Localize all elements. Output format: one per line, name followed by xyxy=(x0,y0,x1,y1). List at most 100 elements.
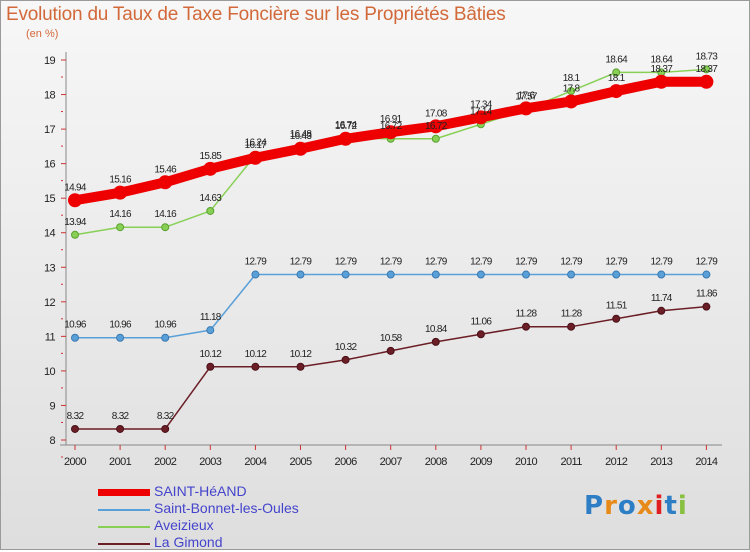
legend-swatch-saint-bonnet xyxy=(98,509,150,511)
data-label-saint-bonnet: 10.96 xyxy=(64,320,87,331)
proxiti-logo: Proxiti xyxy=(584,491,688,521)
logo-letter: i xyxy=(677,491,688,521)
data-point-saint-bonnet xyxy=(206,326,215,335)
data-point-saint-bonnet xyxy=(251,270,260,279)
data-point-saint-heand xyxy=(68,193,82,208)
data-label-aveizieux: 14.16 xyxy=(109,209,132,220)
data-point-la-gimond xyxy=(206,362,215,371)
y-tick-label: 14 xyxy=(44,228,56,240)
data-label-saint-heand: 16.17 xyxy=(245,140,268,151)
data-label-saint-bonnet: 11.18 xyxy=(200,312,222,323)
data-label-saint-bonnet: 12.79 xyxy=(515,257,538,268)
logo-letter: t xyxy=(664,491,678,521)
data-label-la-gimond: 10.32 xyxy=(335,342,358,353)
y-tick-label: 12 xyxy=(44,297,56,309)
x-tick-label: 2000 xyxy=(64,456,87,468)
x-tick-label: 2007 xyxy=(380,456,403,468)
data-label-la-gimond: 11.51 xyxy=(606,301,628,312)
data-label-la-gimond: 11.28 xyxy=(561,309,583,320)
data-label-la-gimond: 10.84 xyxy=(425,324,448,335)
y-tick-label: 9 xyxy=(49,400,55,412)
data-point-aveizieux xyxy=(206,206,215,215)
data-point-saint-bonnet xyxy=(567,270,576,279)
data-label-saint-bonnet: 12.79 xyxy=(290,257,313,268)
data-point-saint-heand xyxy=(158,175,173,190)
data-label-saint-heand: 17.34 xyxy=(470,99,493,110)
data-label-saint-heand: 15.16 xyxy=(109,175,132,186)
data-label-aveizieux: 14.16 xyxy=(154,209,177,220)
data-label-saint-bonnet: 12.79 xyxy=(425,257,448,268)
y-tick-label: 18 xyxy=(44,90,56,102)
legend-label-saint-bonnet: Saint-Bonnet-les-Oules xyxy=(154,500,299,516)
chart-title: Evolution du Taux de Taxe Foncière sur l… xyxy=(6,4,506,25)
data-label-aveizieux: 16.72 xyxy=(380,121,403,132)
data-label-saint-bonnet: 12.79 xyxy=(605,257,628,268)
legend-swatch-la-gimond xyxy=(98,543,150,545)
data-point-la-gimond xyxy=(657,306,666,315)
data-point-saint-bonnet xyxy=(161,333,170,342)
data-point-saint-heand xyxy=(293,141,308,156)
data-point-saint-heand xyxy=(699,74,714,89)
data-point-saint-heand xyxy=(383,125,398,140)
x-tick-label: 2005 xyxy=(289,456,312,468)
logo-letter: i xyxy=(654,491,665,521)
legend-item-la-gimond: La Gimond xyxy=(98,534,428,552)
data-point-saint-heand xyxy=(338,131,353,146)
data-point-saint-bonnet xyxy=(431,270,440,279)
legend: SAINT-HéAND Saint-Bonnet-les-Oules Aveiz… xyxy=(98,483,428,552)
y-ticks: 8 9 10 11 12 13 14 15 16 17 18 19 xyxy=(44,55,66,458)
data-label-aveizieux: 16.24 xyxy=(245,137,268,148)
data-label-aveizieux: 17.14 xyxy=(470,106,493,117)
data-point-saint-bonnet xyxy=(386,270,395,279)
data-label-la-gimond: 11.86 xyxy=(696,289,718,300)
legend-swatch-saint-heand xyxy=(98,489,150,496)
y-tick-label: 19 xyxy=(44,55,56,67)
x-tick-label: 2003 xyxy=(199,456,222,468)
data-point-aveizieux xyxy=(116,223,125,232)
data-point-la-gimond xyxy=(567,322,576,331)
data-label-saint-heand: 17.08 xyxy=(425,108,448,119)
logo-letter: P xyxy=(584,491,605,521)
data-label-saint-bonnet: 12.79 xyxy=(560,257,583,268)
legend-label-saint-heand: SAINT-HéAND xyxy=(154,483,247,499)
data-label-saint-bonnet: 12.79 xyxy=(380,257,403,268)
data-point-saint-bonnet xyxy=(476,270,485,279)
data-label-saint-bonnet: 12.79 xyxy=(651,257,674,268)
data-label-aveizieux: 18.1 xyxy=(563,73,581,84)
data-point-aveizieux xyxy=(612,68,621,77)
legend-item-aveizieux: Aveizieux xyxy=(98,517,428,535)
data-label-la-gimond: 8.32 xyxy=(112,411,130,422)
data-point-aveizieux xyxy=(431,134,440,143)
data-label-saint-bonnet: 10.96 xyxy=(154,320,177,331)
legend-item-saint-bonnet: Saint-Bonnet-les-Oules xyxy=(98,500,428,518)
data-point-la-gimond xyxy=(476,330,485,339)
x-tick-label: 2006 xyxy=(335,456,358,468)
y-tick-label: 17 xyxy=(44,124,56,136)
data-label-aveizieux: 13.94 xyxy=(64,217,87,228)
data-label-saint-heand: 14.94 xyxy=(64,182,87,193)
data-point-saint-heand xyxy=(564,94,579,109)
data-point-saint-heand xyxy=(113,185,128,200)
data-point-saint-heand xyxy=(519,101,533,116)
data-label-aveizieux: 16.74 xyxy=(335,120,358,131)
data-point-la-gimond xyxy=(116,424,125,433)
x-ticks: 2000 2001 2002 2003 2004 2005 2006 2007 2008 2009… xyxy=(64,445,719,468)
data-point-saint-bonnet xyxy=(702,270,711,279)
data-label-aveizieux: 16.72 xyxy=(425,121,448,132)
logo-letter: r xyxy=(604,491,618,521)
x-tick-label: 2002 xyxy=(154,456,177,468)
data-point-la-gimond xyxy=(522,322,530,331)
data-point-aveizieux xyxy=(702,65,711,74)
x-tick-label: 2012 xyxy=(605,456,628,468)
data-point-la-gimond xyxy=(161,424,170,433)
data-point-saint-heand xyxy=(428,119,443,134)
data-point-la-gimond xyxy=(251,362,260,371)
data-label-la-gimond: 10.12 xyxy=(290,349,313,360)
data-label-saint-bonnet: 12.79 xyxy=(470,257,493,268)
data-label-saint-heand: 15.46 xyxy=(154,164,177,175)
data-label-saint-bonnet: 12.79 xyxy=(335,257,358,268)
data-label-la-gimond: 11.28 xyxy=(516,309,538,320)
data-label-saint-heand: 16.72 xyxy=(335,121,358,132)
data-label-la-gimond: 11.06 xyxy=(471,316,493,327)
